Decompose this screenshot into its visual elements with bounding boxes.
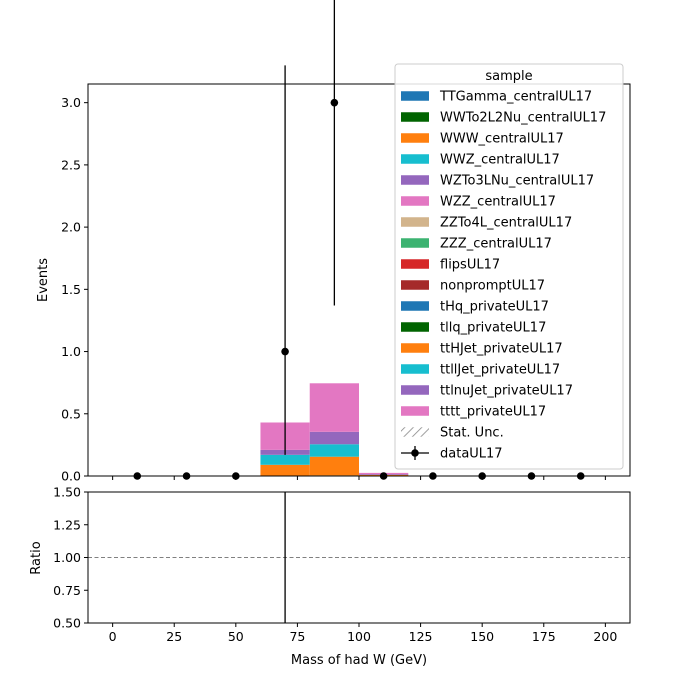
bar-13-4 (309, 444, 359, 457)
legend-swatch-13 (401, 364, 429, 374)
x-tick-label-0: 0 (109, 629, 117, 644)
ratio-y-tick-label-0: 0.50 (53, 616, 81, 631)
ratio-y-tick-label-2: 1.00 (53, 550, 81, 565)
legend-label-13: ttllJet_privateUL17 (440, 363, 560, 378)
x-tick-label-5: 125 (409, 629, 433, 644)
y-tick-label-5: 2.5 (61, 157, 81, 172)
legend-label-0: TTGamma_centralUL17 (439, 90, 592, 105)
data-point-4 (330, 98, 339, 107)
y-tick-label-4: 2.0 (61, 220, 81, 235)
y-tick-label-3: 1.5 (61, 282, 81, 297)
bar-13-3 (260, 454, 310, 465)
legend-label-8: flipsUL17 (440, 258, 500, 273)
legend-data-marker (411, 449, 419, 457)
legend-swatch-3 (401, 154, 429, 164)
legend-label-10: tHq_privateUL17 (440, 300, 549, 315)
legend-label-1: WWTo2L2Nu_centralUL17 (440, 111, 606, 126)
legend-swatch-12 (401, 343, 429, 353)
legend-label-data: dataUL17 (440, 447, 503, 462)
y-tick-label-1: 0.5 (61, 406, 81, 421)
ratio-y-tick-label-1: 0.75 (53, 583, 81, 598)
legend-label-stat-unc: Stat. Unc. (440, 426, 504, 441)
legend-swatch-8 (401, 259, 429, 269)
legend-label-14: ttlnuJet_privateUL17 (440, 384, 573, 399)
legend-swatch-6 (401, 217, 429, 227)
x-tick-label-1: 25 (166, 629, 182, 644)
ratio-plot: 0.50 0.75 1.00 1.25 1.50 0 25 50 75 100 125 150 175 2… (53, 485, 631, 644)
y-tick-label-6: 3.0 (61, 95, 81, 110)
legend-label-6: ZZTo4L_centralUL17 (440, 216, 572, 231)
legend-swatch-14 (401, 385, 429, 395)
main-plot: 0.0 0.5 1.0 1.5 2.0 2.5 3.0 (61, 0, 631, 484)
data-point-3 (281, 347, 289, 356)
legend-swatch-15 (401, 406, 429, 416)
y-tick-label-2: 1.0 (61, 344, 81, 359)
ratio-y-tick-label-4: 1.50 (53, 485, 81, 500)
legend-swatch-9 (401, 280, 429, 290)
x-tick-label-6: 150 (470, 629, 494, 644)
bar-14-4 (309, 431, 359, 445)
legend-swatch-7 (401, 238, 429, 248)
x-tick-label-8: 200 (593, 629, 617, 644)
x-tick-label-3: 75 (289, 629, 305, 644)
bar-12-3 (260, 464, 310, 476)
legend-label-12: ttHJet_privateUL17 (440, 342, 563, 357)
ratio-y-tick-label-3: 1.25 (53, 517, 81, 532)
legend-label-11: tllq_privateUL17 (440, 321, 546, 336)
legend-swatch-4 (401, 175, 429, 185)
x-tick-label-4: 100 (347, 629, 371, 644)
y-axis-title: Events (36, 258, 51, 302)
x-tick-label-7: 175 (532, 629, 556, 644)
bar-15-4 (309, 383, 359, 432)
legend-swatch-stat-unc (401, 427, 429, 437)
legend-swatch-1 (401, 112, 429, 122)
legend-label-5: WZZ_centralUL17 (440, 195, 556, 210)
legend-swatch-2 (401, 133, 429, 143)
x-axis-title: Mass of had W (GeV) (291, 653, 427, 668)
legend-swatch-10 (401, 301, 429, 311)
legend-swatch-5 (401, 196, 429, 206)
legend-label-3: WWZ_centralUL17 (440, 153, 560, 168)
x-tick-label-2: 50 (228, 629, 244, 644)
legend-label-2: WWW_centralUL17 (440, 132, 564, 147)
y-tick-label-0: 0.0 (61, 469, 81, 484)
legend-swatch-11 (401, 322, 429, 332)
legend-swatch-0 (401, 91, 429, 101)
bar-12-4 (309, 456, 359, 476)
legend-title: sample (485, 69, 532, 84)
legend-box (394, 63, 624, 470)
legend-label-4: WZTo3LNu_centralUL17 (440, 174, 594, 189)
legend-label-7: ZZZ_centralUL17 (440, 237, 552, 252)
ratio-y-axis-title: Ratio (29, 541, 44, 574)
legend-label-9: nonpromptUL17 (440, 279, 545, 294)
legend-label-15: tttt_privateUL17 (440, 405, 546, 420)
legend: sample TTGamma_centralUL17 WWTo2L2Nu_centr… (394, 63, 624, 470)
